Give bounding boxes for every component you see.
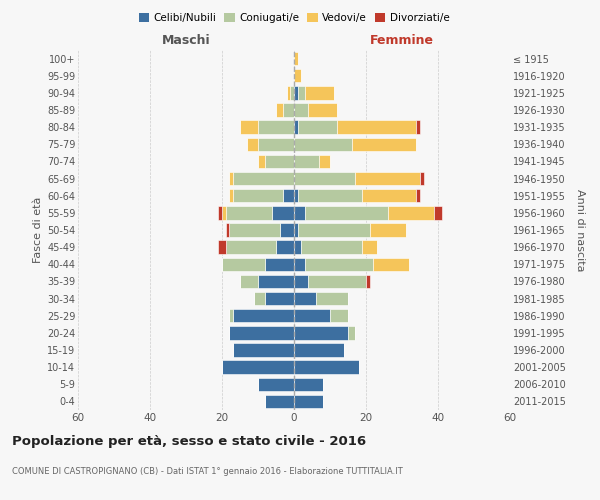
Bar — [294, 224, 298, 236]
Bar — [240, 274, 258, 288]
Bar — [226, 224, 229, 236]
Bar — [298, 120, 337, 134]
Bar — [276, 104, 283, 117]
Text: Maschi: Maschi — [161, 34, 211, 46]
Bar — [258, 138, 294, 151]
Bar — [222, 360, 294, 374]
Bar — [276, 240, 294, 254]
Bar — [298, 86, 305, 100]
Bar — [294, 120, 298, 134]
Bar — [229, 172, 233, 186]
Bar — [294, 189, 298, 202]
Bar — [298, 224, 370, 236]
Bar — [294, 104, 308, 117]
Bar — [294, 52, 298, 66]
Bar — [222, 206, 226, 220]
Bar — [233, 344, 294, 356]
Bar — [330, 309, 348, 322]
Bar — [362, 189, 416, 202]
Bar — [272, 206, 294, 220]
Bar — [355, 172, 420, 186]
Bar — [229, 224, 280, 236]
Bar — [283, 189, 294, 202]
Bar — [229, 309, 233, 322]
Bar — [305, 258, 373, 271]
Bar — [294, 258, 305, 271]
Bar — [218, 206, 222, 220]
Bar — [233, 172, 294, 186]
Bar — [305, 86, 334, 100]
Bar — [233, 309, 294, 322]
Text: Popolazione per età, sesso e stato civile - 2016: Popolazione per età, sesso e stato civil… — [12, 435, 366, 448]
Bar — [294, 138, 352, 151]
Bar — [348, 326, 355, 340]
Bar — [265, 258, 294, 271]
Bar — [294, 326, 348, 340]
Bar — [420, 172, 424, 186]
Bar — [416, 189, 420, 202]
Bar — [319, 154, 330, 168]
Bar — [308, 104, 337, 117]
Bar — [258, 378, 294, 391]
Bar — [434, 206, 442, 220]
Bar — [370, 224, 406, 236]
Text: COMUNE DI CASTROPIGNANO (CB) - Dati ISTAT 1° gennaio 2016 - Elaborazione TUTTITA: COMUNE DI CASTROPIGNANO (CB) - Dati ISTA… — [12, 468, 403, 476]
Bar — [366, 274, 370, 288]
Bar — [226, 240, 276, 254]
Bar — [294, 86, 298, 100]
Bar — [258, 274, 294, 288]
Y-axis label: Anni di nascita: Anni di nascita — [575, 188, 585, 271]
Bar — [294, 154, 319, 168]
Bar — [294, 309, 330, 322]
Bar — [294, 206, 305, 220]
Bar — [294, 292, 316, 306]
Bar — [287, 86, 290, 100]
Bar — [373, 258, 409, 271]
Bar — [265, 292, 294, 306]
Bar — [229, 189, 233, 202]
Bar — [308, 274, 366, 288]
Bar — [240, 120, 258, 134]
Bar — [388, 206, 434, 220]
Bar — [280, 224, 294, 236]
Bar — [294, 172, 355, 186]
Bar — [294, 69, 301, 82]
Bar — [352, 138, 416, 151]
Bar — [222, 258, 265, 271]
Bar — [258, 154, 265, 168]
Bar — [254, 292, 265, 306]
Bar — [294, 344, 344, 356]
Bar — [283, 104, 294, 117]
Bar — [265, 154, 294, 168]
Bar — [265, 394, 294, 408]
Bar — [294, 378, 323, 391]
Bar — [229, 326, 294, 340]
Bar — [305, 206, 388, 220]
Bar — [362, 240, 377, 254]
Bar — [294, 360, 359, 374]
Bar — [258, 120, 294, 134]
Bar — [294, 394, 323, 408]
Bar — [290, 86, 294, 100]
Bar — [301, 240, 362, 254]
Bar — [218, 240, 226, 254]
Bar — [316, 292, 348, 306]
Bar — [337, 120, 416, 134]
Bar — [233, 189, 283, 202]
Y-axis label: Fasce di età: Fasce di età — [32, 197, 43, 263]
Bar — [298, 189, 362, 202]
Bar — [226, 206, 272, 220]
Bar — [294, 240, 301, 254]
Text: Femmine: Femmine — [370, 34, 434, 46]
Bar — [294, 274, 308, 288]
Legend: Celibi/Nubili, Coniugati/e, Vedovi/e, Divorziati/e: Celibi/Nubili, Coniugati/e, Vedovi/e, Di… — [134, 8, 454, 27]
Bar — [416, 120, 420, 134]
Bar — [247, 138, 258, 151]
